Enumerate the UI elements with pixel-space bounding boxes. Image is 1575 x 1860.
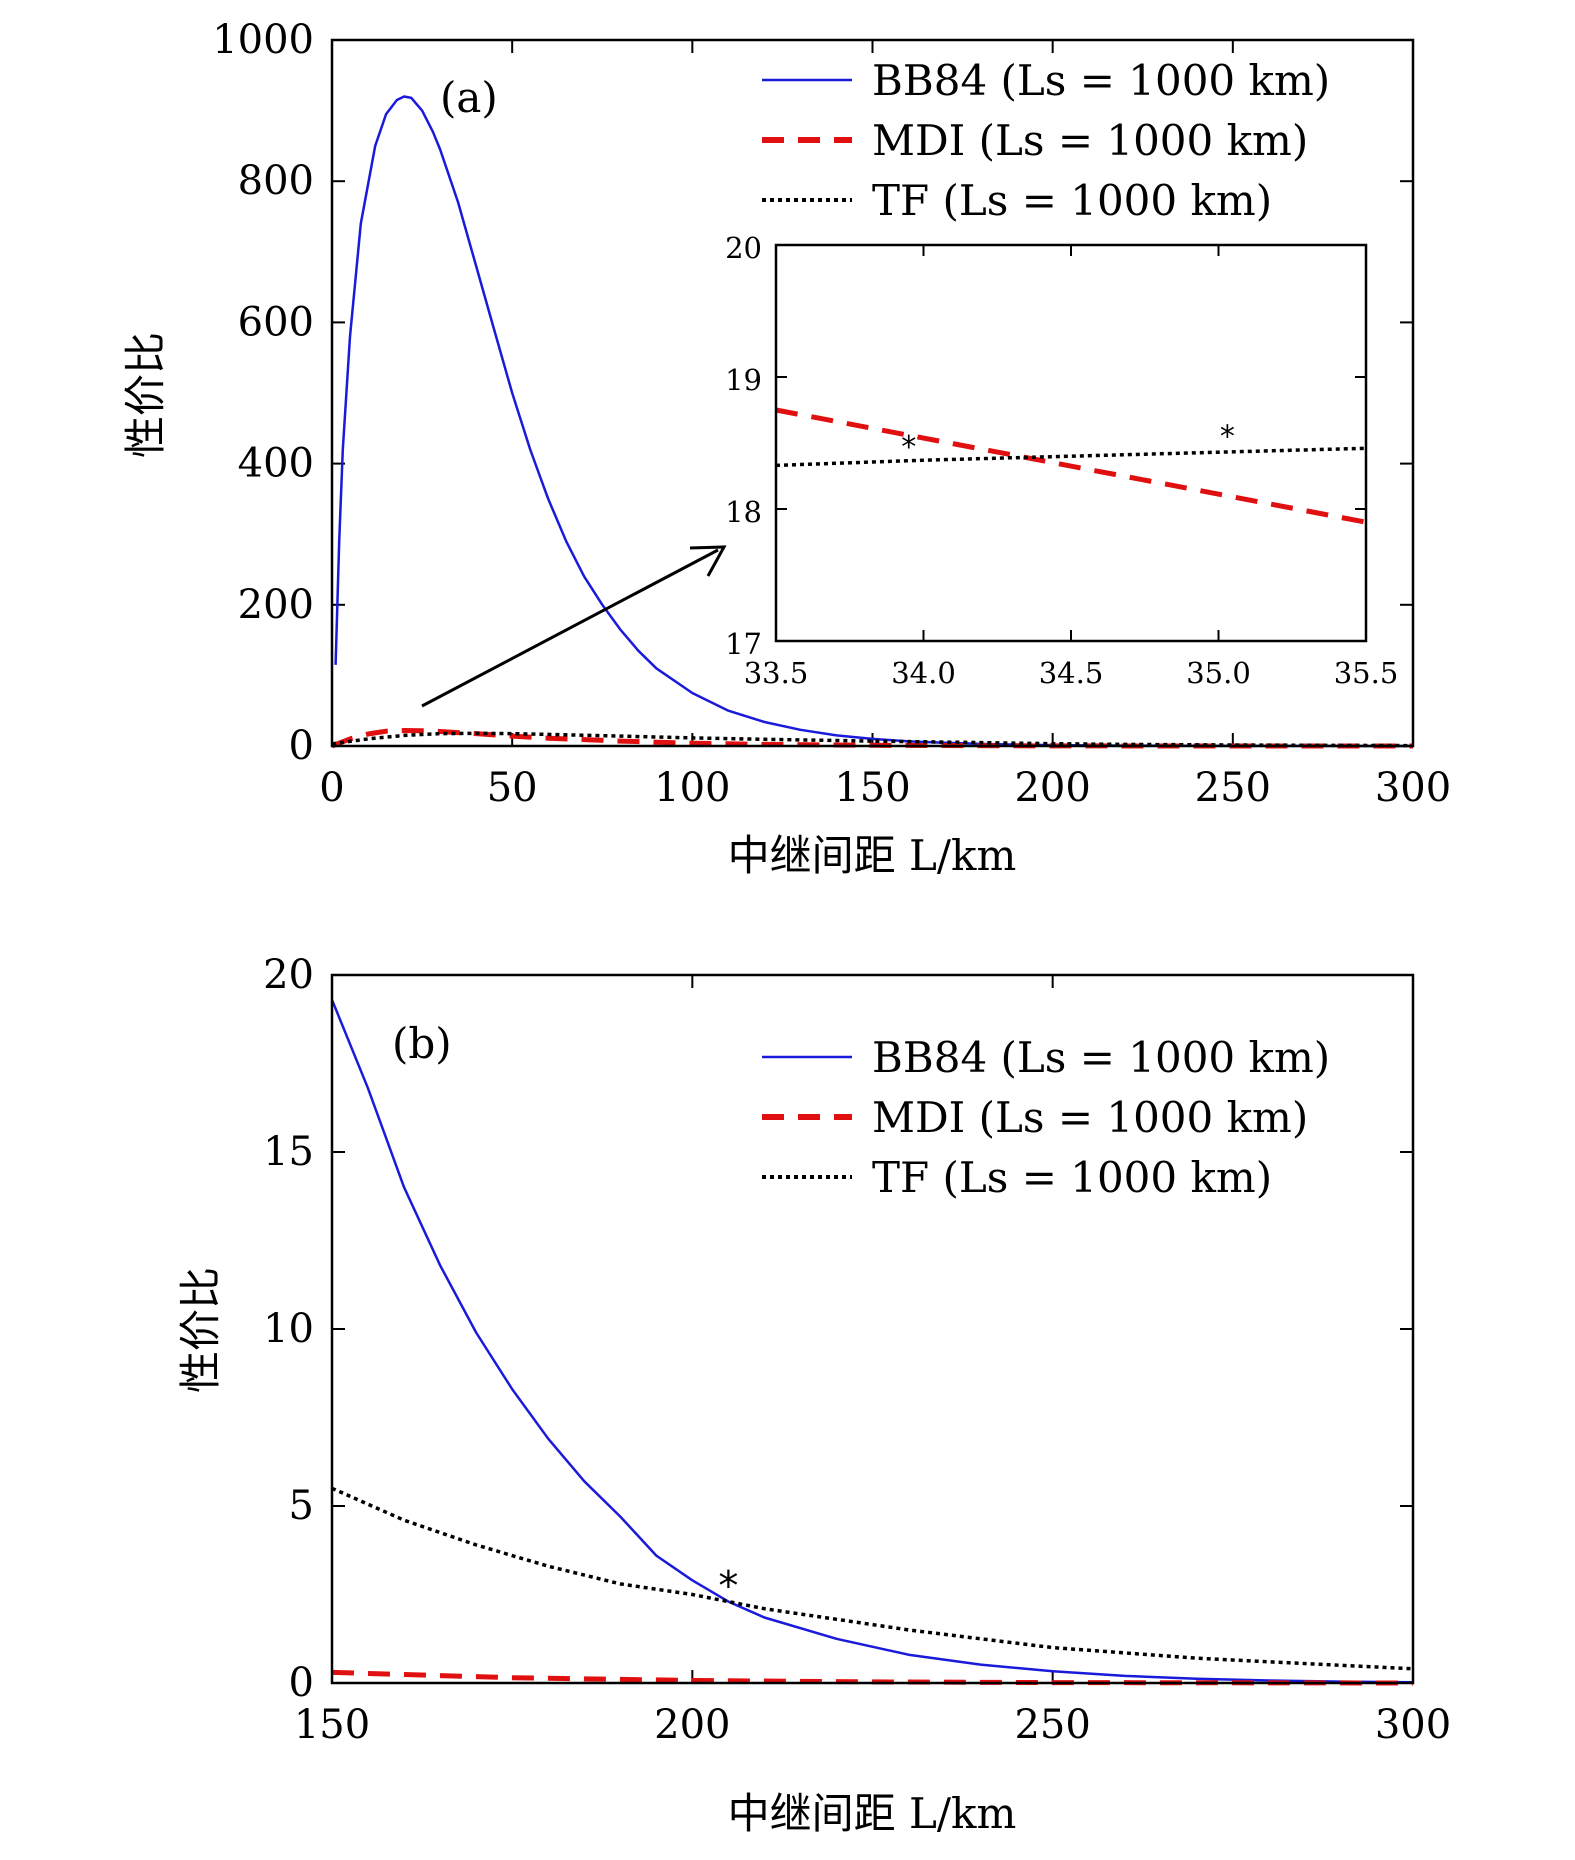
x-tick-label: 200 — [1014, 765, 1090, 811]
x-tick-label: 33.5 — [744, 656, 809, 690]
series-line-mdi — [331, 1669, 1414, 1686]
legend-a-tf-label: TF (Ls = 1000 km) — [872, 176, 1272, 225]
series-line-bb84 — [330, 999, 1414, 1684]
legend-b-bb84-label: BB84 (Ls = 1000 km) — [872, 1033, 1330, 1082]
y-tick-label: 600 — [238, 299, 314, 345]
y-tick-label: 5 — [289, 1483, 314, 1529]
x-tick-label: 250 — [1195, 765, 1271, 811]
x-tick-label: 250 — [1014, 1702, 1090, 1748]
y-tick-label: 19 — [725, 363, 762, 397]
inset-ticks: 33.5 34.0 34.5 35.0 35.5 17 18 19 20 — [725, 231, 1398, 690]
panel-a-series — [331, 95, 1414, 749]
panel-b-chart: 150 200 250 300 0 5 10 15 20 * (b) BB84 (Ls = 10… — [176, 952, 1451, 1838]
legend-b-tf-label: TF (Ls = 1000 km) — [872, 1153, 1272, 1202]
series-line-tf — [331, 1486, 1414, 1671]
panel-b-frame — [330, 973, 1415, 1685]
x-tick-label: 300 — [1375, 1702, 1451, 1748]
x-tick-label: 300 — [1375, 765, 1451, 811]
panel-a-legend: BB84 (Ls = 1000 km) MDI (Ls = 1000 km) T… — [762, 56, 1330, 225]
y-tick-label: 0 — [289, 1660, 314, 1706]
panel-b-ylabel: 性价比 — [176, 1267, 225, 1393]
inset-frame — [774, 243, 1368, 643]
inset-series: * * — [775, 407, 1367, 525]
panel-a-label: (a) — [440, 73, 498, 122]
panel-b-legend: BB84 (Ls = 1000 km) MDI (Ls = 1000 km) T… — [762, 1033, 1330, 1202]
panel-b-label: (b) — [392, 1019, 452, 1068]
panel-a-xlabel: 中继间距 L/km — [728, 831, 1017, 880]
x-tick-label: 150 — [294, 1702, 370, 1748]
crossover-marker: * — [1220, 419, 1235, 454]
x-tick-label: 100 — [654, 765, 730, 811]
y-tick-label: 0 — [289, 723, 314, 769]
legend-a-mdi-label: MDI (Ls = 1000 km) — [872, 116, 1308, 165]
x-tick-label: 34.0 — [891, 656, 956, 690]
crossover-marker: * — [901, 430, 916, 465]
y-tick-label: 400 — [238, 441, 314, 487]
x-tick-label: 50 — [487, 765, 538, 811]
y-tick-label: 18 — [725, 495, 762, 529]
series-line-mdi — [775, 407, 1367, 525]
y-tick-label: 17 — [725, 627, 762, 661]
panel-a-ticks: 0 50 100 150 200 250 300 0 200 400 600 800 1000 — [212, 17, 1451, 811]
legend-a-bb84-label: BB84 (Ls = 1000 km) — [872, 56, 1330, 105]
legend-b-mdi-label: MDI (Ls = 1000 km) — [872, 1093, 1308, 1142]
y-tick-label: 20 — [725, 231, 762, 265]
inset-background — [776, 245, 1366, 641]
x-tick-label: 150 — [834, 765, 910, 811]
x-tick-label: 34.5 — [1039, 656, 1104, 690]
x-tick-label: 0 — [319, 765, 344, 811]
y-tick-label: 200 — [238, 582, 314, 628]
panel-b-xlabel: 中继间距 L/km — [728, 1789, 1017, 1838]
y-tick-label: 20 — [263, 952, 314, 998]
y-tick-label: 800 — [238, 158, 314, 204]
crossover-marker: * — [718, 1564, 738, 1610]
zoom-arrow — [421, 545, 727, 708]
series-line-tf — [331, 731, 1414, 748]
panel-a-ylabel: 性价比 — [121, 332, 170, 458]
y-tick-label: 10 — [263, 1306, 314, 1352]
series-line-tf — [775, 446, 1367, 468]
y-tick-label: 1000 — [212, 17, 314, 63]
y-tick-label: 15 — [263, 1129, 314, 1175]
x-tick-label: 35.0 — [1186, 656, 1251, 690]
x-tick-label: 35.5 — [1334, 656, 1399, 690]
panel-a-frame — [330, 38, 1415, 748]
x-tick-label: 200 — [654, 1702, 730, 1748]
